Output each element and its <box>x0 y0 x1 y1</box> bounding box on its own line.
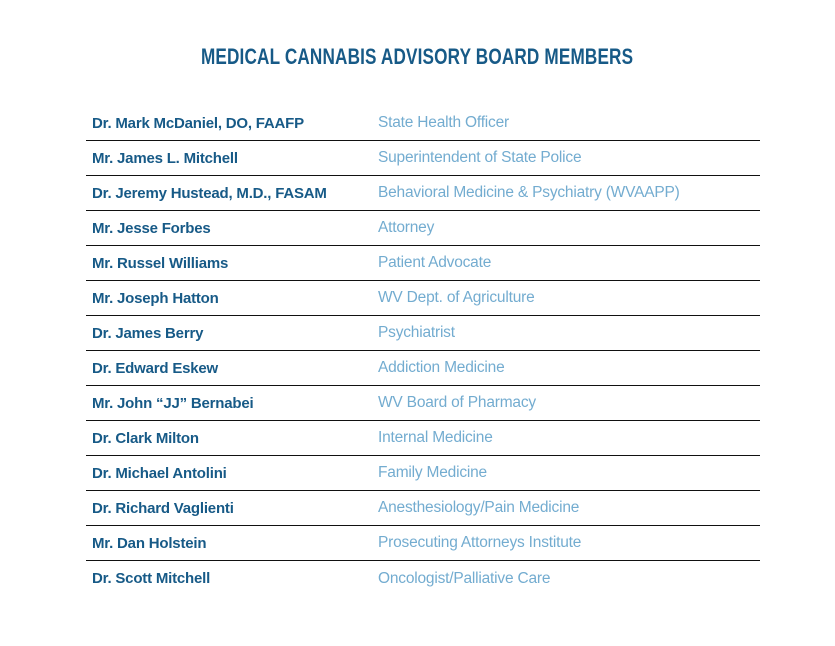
member-role: WV Dept. of Agriculture <box>378 289 535 306</box>
page-title: MEDICAL CANNABIS ADVISORY BOARD MEMBERS <box>201 44 634 69</box>
member-name: Dr. Clark Milton <box>92 429 199 447</box>
table-row: Mr. James L. Mitchell Superintendent of … <box>86 141 760 176</box>
member-role: Family Medicine <box>378 464 487 481</box>
member-name: Dr. Scott Mitchell <box>92 570 211 587</box>
member-name: Mr. James L. Mitchell <box>92 149 238 167</box>
table-row: Mr. Dan Holstein Prosecuting Attorneys I… <box>86 526 760 561</box>
member-role: State Health Officer <box>378 114 509 131</box>
table-row: Dr. Edward Eskew Addiction Medicine <box>86 351 760 386</box>
table-row: Dr. James Berry Psychiatrist <box>86 316 760 351</box>
member-name: Mr. John “JJ” Bernabei <box>92 394 254 412</box>
member-role: Superintendent of State Police <box>378 149 582 166</box>
member-role: Attorney <box>378 219 435 236</box>
member-table: Dr. Mark McDaniel, DO, FAAFP State Healt… <box>86 106 760 596</box>
table-row: Mr. John “JJ” Bernabei WV Board of Pharm… <box>86 386 760 421</box>
member-name: Dr. Michael Antolini <box>92 464 227 482</box>
member-name: Mr. Jesse Forbes <box>92 219 211 237</box>
table-row: Dr. Scott Mitchell Oncologist/Palliative… <box>86 561 760 596</box>
title-container: MEDICAL CANNABIS ADVISORY BOARD MEMBERS <box>0 44 835 69</box>
table-row: Dr. Mark McDaniel, DO, FAAFP State Healt… <box>86 106 760 141</box>
member-role: Internal Medicine <box>378 429 493 446</box>
table-row: Mr. Russel Williams Patient Advocate <box>86 246 760 281</box>
table-row: Dr. Clark Milton Internal Medicine <box>86 421 760 456</box>
member-name: Dr. Richard Vaglienti <box>92 499 234 517</box>
member-name: Mr. Dan Holstein <box>92 534 207 552</box>
table-row: Dr. Michael Antolini Family Medicine <box>86 456 760 491</box>
member-role: Addiction Medicine <box>378 359 505 376</box>
table-row: Mr. Jesse Forbes Attorney <box>86 211 760 246</box>
member-name: Dr. Edward Eskew <box>92 359 219 377</box>
member-role: Anesthesiology/Pain Medicine <box>378 499 580 516</box>
table-row: Mr. Joseph Hatton WV Dept. of Agricultur… <box>86 281 760 316</box>
table-row: Dr. Richard Vaglienti Anesthesiology/Pai… <box>86 491 760 526</box>
member-role: WV Board of Pharmacy <box>378 394 536 411</box>
table-row: Dr. Jeremy Hustead, M.D., FASAM Behavior… <box>86 176 760 211</box>
member-name: Dr. Mark McDaniel, DO, FAAFP <box>92 114 304 132</box>
member-name: Mr. Joseph Hatton <box>92 289 219 307</box>
member-role: Behavioral Medicine & Psychiatry (WVAAPP… <box>378 184 680 201</box>
member-name: Mr. Russel Williams <box>92 254 229 272</box>
member-role: Patient Advocate <box>378 254 492 271</box>
member-role: Oncologist/Palliative Care <box>378 569 551 587</box>
member-name: Dr. Jeremy Hustead, M.D., FASAM <box>92 184 327 202</box>
member-role: Psychiatrist <box>378 324 455 341</box>
member-role: Prosecuting Attorneys Institute <box>378 534 582 551</box>
member-name: Dr. James Berry <box>92 324 204 342</box>
